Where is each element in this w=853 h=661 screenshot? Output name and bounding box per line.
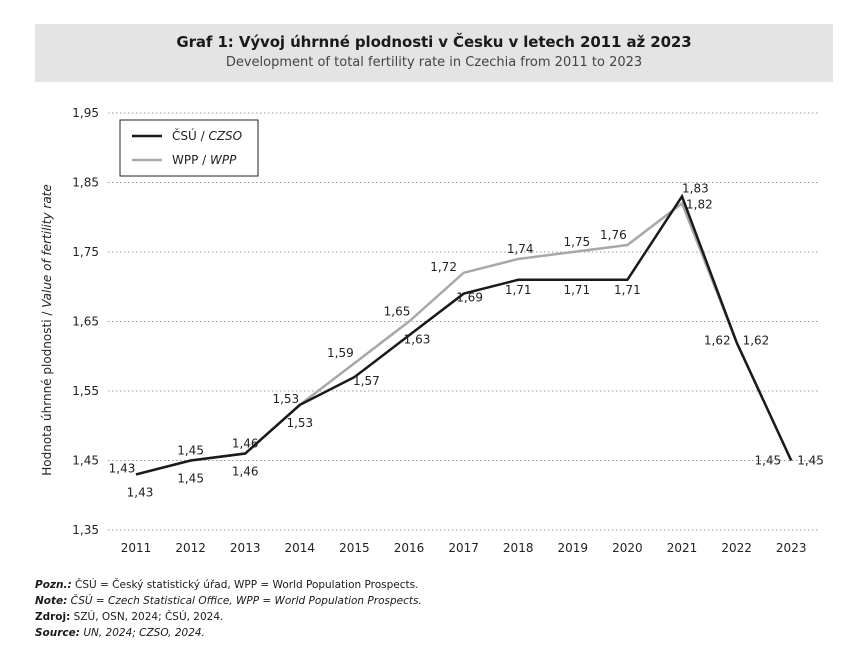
chart-title-box: Graf 1: Vývoj úhrnné plodnosti v Česku v… bbox=[35, 24, 833, 82]
data-label-czso: 1,62 bbox=[704, 333, 731, 347]
legend-label-wpp: WPP / WPP bbox=[172, 153, 237, 167]
y-tick-label: 1,45 bbox=[72, 454, 99, 468]
fertility-line-chart: 1,351,451,551,651,751,851,95 2011 2012 201… bbox=[40, 106, 824, 555]
y-axis-title: Hodnota úhrnné plodnosti / Value of fert… bbox=[40, 184, 54, 476]
data-label-czso: 1,71 bbox=[505, 283, 532, 297]
x-tick-label: 2013 bbox=[230, 541, 261, 555]
chart-title-prefix: Graf 1: bbox=[176, 33, 234, 51]
x-tick-label: 2019 bbox=[558, 541, 589, 555]
source-en: Source: UN, 2024; CZSO, 2024. bbox=[35, 627, 205, 639]
y-axis: 1,35 1,45 1,55 1,65 1,75 1,85 1,95 bbox=[72, 106, 99, 537]
data-label-wpp: 1,76 bbox=[600, 228, 627, 242]
series-line-wpp bbox=[135, 201, 793, 476]
x-tick-label: 2023 bbox=[776, 541, 807, 555]
data-label-czso: 1,45 bbox=[754, 454, 781, 468]
data-label-czso: 1,57 bbox=[353, 374, 380, 388]
series-lines bbox=[135, 193, 793, 476]
y-tick-label: 1,95 bbox=[72, 106, 99, 120]
note-en: Note: ČSÚ = Czech Statistical Office, WP… bbox=[35, 595, 422, 607]
legend-label-czso: ČSÚ / CZSO bbox=[172, 128, 242, 143]
y-axis-title-cz: Hodnota úhrnné plodnosti / bbox=[40, 308, 54, 476]
x-tick-label: 2014 bbox=[285, 541, 316, 555]
data-label-czso: 1,69 bbox=[456, 291, 483, 305]
y-tick-label: 1,65 bbox=[72, 315, 99, 329]
data-label-czso: 1,71 bbox=[614, 283, 641, 297]
y-tick-label: 1,35 bbox=[72, 523, 99, 537]
data-label-wpp: 1,82 bbox=[686, 197, 713, 211]
data-label-czso: 1,43 bbox=[127, 485, 154, 499]
x-tick-label: 2020 bbox=[612, 541, 643, 555]
data-label-wpp: 1,53 bbox=[272, 392, 299, 406]
chart-title: Graf 1: Vývoj úhrnné plodnosti v Česku v… bbox=[35, 33, 833, 51]
data-label-wpp: 1,65 bbox=[384, 305, 411, 319]
data-label-wpp: 1,75 bbox=[563, 235, 590, 249]
chart-notes: Pozn.: ČSÚ = Český statistický úřad, WPP… bbox=[35, 577, 422, 641]
x-tick-label: 2021 bbox=[667, 541, 698, 555]
x-tick-label: 2012 bbox=[175, 541, 206, 555]
data-label-czso: 1,45 bbox=[177, 472, 204, 486]
y-tick-label: 1,75 bbox=[72, 245, 99, 259]
data-label-czso: 1,63 bbox=[404, 332, 431, 346]
x-tick-label: 2022 bbox=[721, 541, 752, 555]
y-tick-label: 1,85 bbox=[72, 176, 99, 190]
data-label-wpp: 1,43 bbox=[109, 461, 136, 475]
y-axis-title-en: Value of fertility rate bbox=[40, 184, 54, 308]
source-cz: Zdroj: SZÚ, OSN, 2024; ČSÚ, 2024. bbox=[35, 611, 224, 623]
chart-subtitle: Development of total fertility rate in C… bbox=[225, 55, 643, 70]
data-label-czso: 1,71 bbox=[563, 283, 590, 297]
x-tick-label: 2015 bbox=[339, 541, 370, 555]
x-tick-label: 2016 bbox=[394, 541, 425, 555]
data-label-czso: 1,83 bbox=[682, 181, 709, 195]
data-label-wpp: 1,45 bbox=[177, 444, 204, 458]
data-label-wpp: 1,74 bbox=[507, 242, 534, 256]
data-label-wpp: 1,62 bbox=[743, 333, 770, 347]
data-label-wpp: 1,45 bbox=[797, 454, 824, 468]
data-label-wpp: 1,59 bbox=[327, 346, 354, 360]
x-axis: 2011 2012 2013 2014 2015 2016 2017 2018 2019 2020… bbox=[121, 541, 807, 555]
x-tick-label: 2018 bbox=[503, 541, 534, 555]
chart-title-text: Vývoj úhrnné plodnosti v Česku v letech … bbox=[238, 33, 692, 51]
data-label-wpp: 1,46 bbox=[232, 437, 259, 451]
legend: ČSÚ / CZSO WPP / WPP bbox=[119, 119, 259, 177]
data-labels: 1,43 1,45 1,46 1,53 1,57 1,63 1,69 1,71 1,71 1,71… bbox=[109, 181, 824, 499]
data-label-wpp: 1,72 bbox=[430, 260, 457, 274]
y-tick-label: 1,55 bbox=[72, 384, 99, 398]
x-tick-label: 2017 bbox=[448, 541, 479, 555]
data-label-czso: 1,53 bbox=[286, 416, 313, 430]
note-cz: Pozn.: ČSÚ = Český statistický úřad, WPP… bbox=[35, 579, 419, 591]
legend-box bbox=[119, 119, 259, 177]
x-tick-label: 2011 bbox=[121, 541, 152, 555]
y-axis-title-text: Hodnota úhrnné plodnosti / Value of fert… bbox=[40, 184, 54, 476]
data-label-czso: 1,46 bbox=[232, 465, 259, 479]
series-line-czso bbox=[135, 193, 793, 476]
